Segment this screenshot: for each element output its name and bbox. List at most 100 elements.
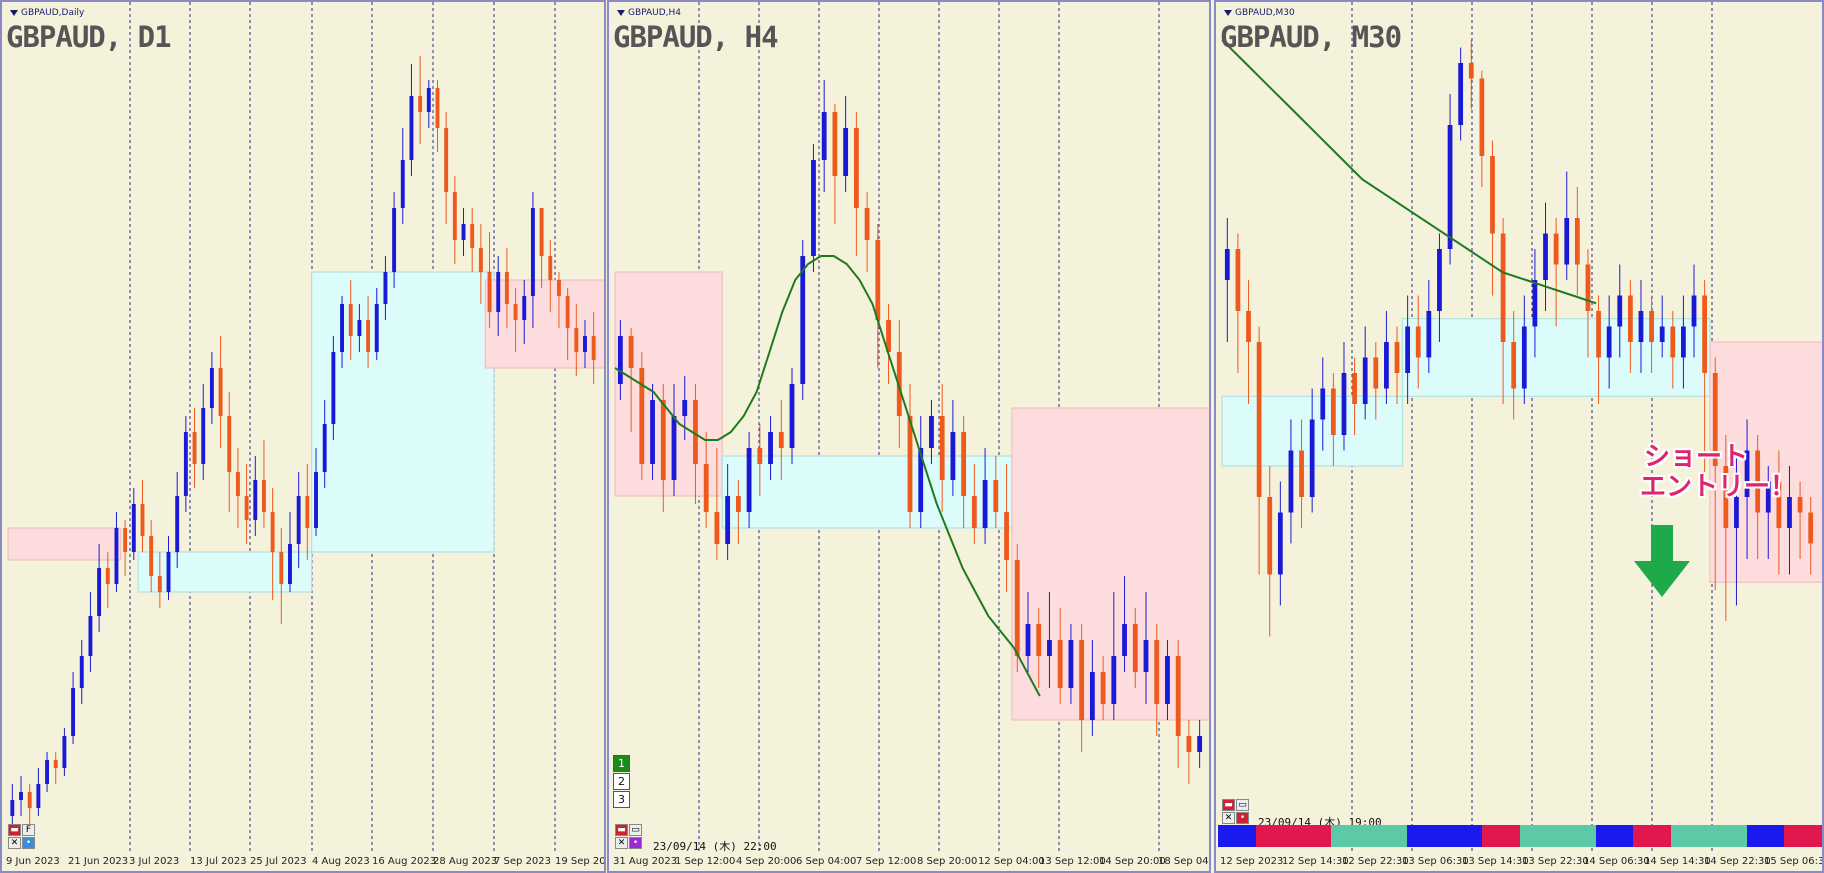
bull-candle (671, 416, 677, 480)
demand-zone (311, 271, 495, 553)
bear-candle (123, 528, 128, 552)
demand-zone (137, 551, 313, 593)
profile-button-3[interactable]: 3 (613, 791, 630, 808)
bull-candle (1606, 326, 1612, 358)
bull-candle (1384, 342, 1389, 389)
x-tick-label: 15 Sep 06:30 (1764, 856, 1824, 867)
bear-candle (864, 208, 870, 240)
minimize-button[interactable]: ▬ (8, 824, 21, 836)
bull-candle (314, 472, 318, 528)
chart-pane-d1[interactable]: GBPAUD,Daily GBPAUD, D1 ▬ F ✕ • 9 Jun 20… (0, 0, 606, 873)
bull-candle (97, 568, 102, 616)
bull-candle (1638, 311, 1644, 342)
profile-button-2[interactable]: 2 (613, 773, 630, 790)
chart-pane-m30[interactable]: GBPAUD,M30 GBPAUD, M30 ▬ ▭ ✕ • 23/09/14 … (1214, 0, 1824, 873)
symbol-label-h4: GBPAUD,H4 (617, 8, 681, 18)
settings-icon[interactable]: • (629, 837, 642, 849)
minimize-button[interactable]: ▬ (615, 824, 628, 836)
bull-candle (62, 736, 67, 768)
chart-h4[interactable] (609, 2, 1211, 873)
arrow-down-icon (1634, 525, 1690, 597)
menu-triangle-icon[interactable] (10, 9, 18, 16)
restore-button[interactable]: ▭ (1236, 799, 1249, 811)
bear-candle (1100, 672, 1106, 704)
x-tick-label: 31 Aug 2023 (613, 856, 678, 867)
bull-candle (583, 336, 587, 352)
chart-m30[interactable] (1216, 2, 1824, 873)
session-segment (1331, 825, 1369, 847)
x-tick-label: 12 Sep 2023 (1220, 856, 1284, 867)
bull-candle (71, 688, 76, 736)
bear-candle (1649, 311, 1654, 342)
bull-candle (1426, 311, 1432, 358)
bear-candle (305, 496, 310, 528)
bear-candle (435, 88, 440, 128)
bull-candle (789, 384, 795, 448)
x-tick-label: 4 Aug 2023 (312, 856, 370, 867)
bull-candle (19, 792, 23, 800)
bear-candle (418, 96, 423, 112)
bull-candle (1437, 249, 1442, 311)
bear-candle (1014, 560, 1020, 656)
bear-candle (105, 568, 110, 584)
close-icon[interactable]: ✕ (8, 837, 21, 849)
x-axis-labels-m30: 12 Sep 2023 12 Sep 14:30 12 Sep 22:30 13… (1216, 849, 1822, 871)
restore-button[interactable]: ▭ (629, 824, 642, 836)
bull-candle (288, 544, 292, 584)
bear-candle (366, 320, 371, 352)
bull-candle (10, 800, 15, 816)
bear-candle (1415, 326, 1421, 358)
bull-candle (374, 304, 379, 352)
bear-candle (628, 336, 634, 368)
close-icon[interactable]: ✕ (1222, 812, 1235, 824)
bear-candle (1299, 450, 1304, 497)
menu-triangle-icon[interactable] (617, 9, 625, 16)
bear-candle (1553, 233, 1559, 265)
bear-candle (1776, 481, 1782, 528)
bull-candle (1197, 736, 1203, 752)
bear-candle (244, 496, 249, 520)
menu-triangle-icon[interactable] (1224, 9, 1232, 16)
bear-candle (444, 128, 449, 192)
chart-d1[interactable] (2, 2, 606, 873)
bull-candle (1734, 497, 1739, 528)
bear-candle (1057, 640, 1063, 688)
x-tick-label: 1 Sep 12:00 (675, 856, 736, 867)
demand-zone (721, 455, 1013, 529)
x-tick-label: 12 Sep 22:30 (1342, 856, 1409, 867)
bear-candle (548, 256, 553, 280)
bear-candle (853, 128, 859, 208)
bull-candle (322, 424, 327, 472)
bull-candle (1089, 672, 1095, 720)
x-tick-label: 3 Jul 2023 (129, 856, 180, 867)
minimize-button[interactable]: ▬ (1222, 799, 1235, 811)
bear-candle (693, 400, 698, 464)
x-tick-label: 13 Sep 06:30 (1402, 856, 1469, 867)
chart-pane-h4[interactable]: GBPAUD,H4 GBPAUD, H4 ▬ ▭ ✕ • 23/09/14 (木… (607, 0, 1211, 873)
demand-zone (1401, 318, 1711, 397)
x-tick-label: 14 Sep 20:00 (1099, 856, 1166, 867)
x-tick-label: 12 Sep 14:30 (1282, 856, 1349, 867)
bull-candle (1224, 249, 1230, 280)
bear-candle (1596, 311, 1601, 358)
bear-candle (235, 472, 240, 496)
x-tick-label: 25 Jul 2023 (250, 856, 307, 867)
x-tick-label: 13 Sep 22:30 (1522, 856, 1589, 867)
profile-button-1[interactable]: 1 (613, 755, 630, 772)
bear-candle (1267, 497, 1273, 575)
bear-candle (348, 304, 353, 336)
float-button[interactable]: F (22, 824, 35, 836)
session-segment (1595, 825, 1634, 847)
bear-candle (1490, 156, 1495, 234)
bear-candle (778, 432, 784, 448)
bull-candle (746, 448, 752, 512)
bear-candle (452, 192, 457, 240)
x-tick-label: 14 Sep 14:30 (1644, 856, 1711, 867)
x-tick-label: 14 Sep 22:30 (1704, 856, 1771, 867)
close-icon[interactable]: ✕ (615, 837, 628, 849)
settings-icon[interactable]: • (1236, 812, 1249, 824)
bear-candle (1723, 466, 1729, 528)
bear-candle (539, 208, 544, 256)
bull-candle (1111, 656, 1117, 704)
settings-icon[interactable]: • (22, 837, 35, 849)
